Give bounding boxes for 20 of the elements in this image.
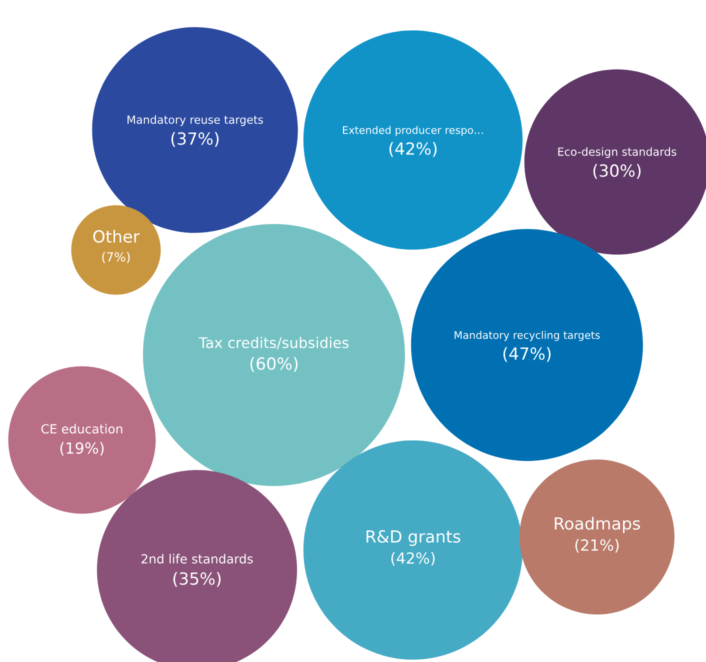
data-label: (37%)	[171, 132, 219, 147]
category-label: Eco-design standards	[558, 147, 676, 158]
data-label: (42%)	[389, 142, 437, 157]
data-label: (21%)	[575, 539, 619, 553]
data-label: (60%)	[250, 357, 298, 372]
category-label: Other	[93, 230, 140, 243]
data-label: (35%)	[173, 572, 221, 587]
data-label: (47%)	[503, 347, 551, 362]
category-label: CE education	[41, 424, 122, 434]
data-label: (30%)	[593, 164, 641, 179]
category-label: 2nd life standards	[142, 554, 253, 564]
category-label: Tax credits/subsidies	[198, 336, 349, 350]
data-label: (19%)	[60, 442, 104, 456]
data-label: (42%)	[391, 552, 435, 566]
category-label: Extended producer respo…	[342, 126, 483, 136]
category-label: R&D grants	[366, 530, 460, 546]
category-label: Mandatory reuse targets	[128, 115, 263, 126]
category-label: Roadmaps	[554, 516, 640, 533]
data-label: (7%)	[102, 252, 130, 264]
category-label: Mandatory recycling targets	[454, 330, 600, 341]
